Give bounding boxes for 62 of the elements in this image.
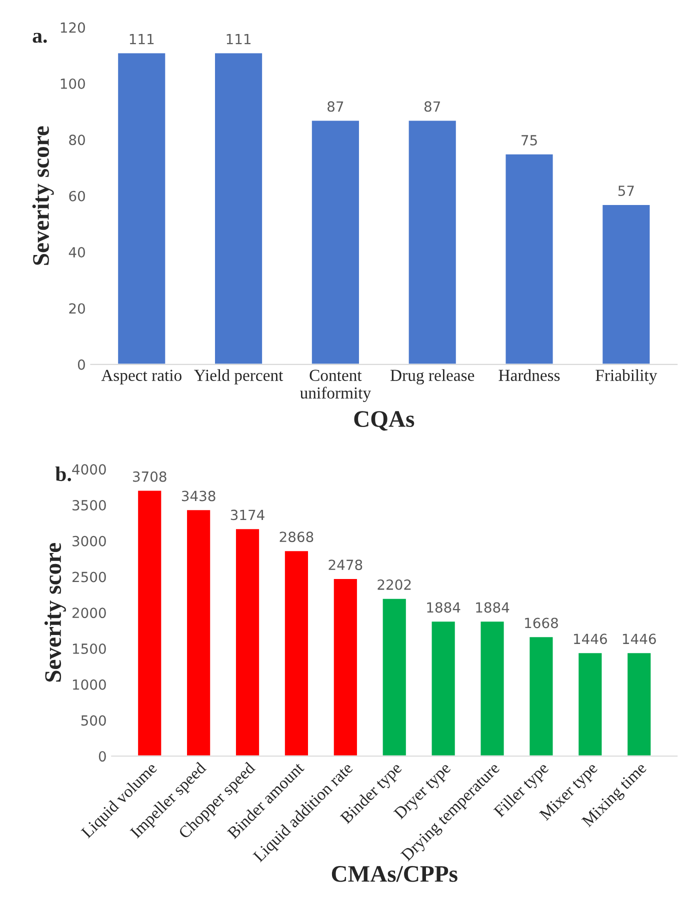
data-label: 2868 xyxy=(280,532,314,542)
bar xyxy=(186,508,212,756)
bar xyxy=(116,52,167,364)
y-tick-label: 0 xyxy=(78,359,85,370)
bar xyxy=(332,578,358,756)
data-label: 1446 xyxy=(622,634,656,644)
y-tick-label: 500 xyxy=(81,715,106,726)
y-tick-label: 20 xyxy=(69,303,85,314)
y-tick-label: 2500 xyxy=(72,572,106,582)
bar xyxy=(528,636,554,756)
y-axis-title: Severity score xyxy=(32,126,54,265)
y-tick-label: 80 xyxy=(69,134,85,146)
bar xyxy=(381,597,408,756)
data-label: 111 xyxy=(130,34,154,44)
x-axis-title: CQAs xyxy=(354,411,414,431)
y-tick-label: 1000 xyxy=(72,679,106,690)
data-label: 2478 xyxy=(328,560,362,570)
y-tick-label: 60 xyxy=(69,190,85,202)
x-tick-label: Drug release xyxy=(390,369,474,384)
chart-title: b. xyxy=(55,466,72,482)
bar xyxy=(234,528,260,756)
bar xyxy=(284,550,310,756)
y-tick-label: 100 xyxy=(60,78,85,89)
y-tick-label: 3500 xyxy=(72,500,106,511)
data-label: 1884 xyxy=(427,602,460,613)
x-tick-label: Hardness xyxy=(498,369,560,381)
bar xyxy=(577,652,604,756)
y-axis-title: Severity score xyxy=(44,543,66,682)
y-tick-label: 1500 xyxy=(72,643,106,654)
bar xyxy=(601,204,652,364)
data-label: 87 xyxy=(328,101,344,112)
data-label: 57 xyxy=(618,186,634,196)
bar xyxy=(214,52,264,364)
y-tick-label: 40 xyxy=(68,247,85,258)
x-tick-label: Yield percent xyxy=(194,369,284,384)
data-label: 3708 xyxy=(133,471,166,482)
data-label: 3174 xyxy=(230,510,264,520)
x-tick-label: Content uniformity xyxy=(300,370,372,402)
y-tick-label: 3000 xyxy=(72,536,106,546)
bar xyxy=(310,119,360,364)
x-tick-label: Friability xyxy=(596,369,658,384)
data-label: 2202 xyxy=(378,579,411,590)
data-label: 1446 xyxy=(574,634,607,644)
data-label: 87 xyxy=(424,101,440,112)
bar xyxy=(504,153,554,364)
bar xyxy=(479,620,506,756)
bar xyxy=(136,489,163,756)
data-label: 75 xyxy=(522,135,537,146)
x-axis-title: CMAs/CPPs xyxy=(332,866,458,882)
data-label: 3438 xyxy=(182,490,216,502)
x-tick-label: Aspect ratio xyxy=(101,370,182,384)
chart-title: a. xyxy=(32,32,47,43)
data-label: 1884 xyxy=(476,602,510,613)
data-label: 111 xyxy=(226,34,251,44)
bar xyxy=(430,620,456,756)
y-tick-label: 2000 xyxy=(72,608,106,618)
y-tick-label: 4000 xyxy=(72,464,106,475)
bar xyxy=(626,652,652,756)
data-label: 1668 xyxy=(525,618,558,628)
y-tick-label: 0 xyxy=(98,751,106,762)
y-tick-label: 120 xyxy=(60,22,85,33)
bar xyxy=(407,119,458,364)
